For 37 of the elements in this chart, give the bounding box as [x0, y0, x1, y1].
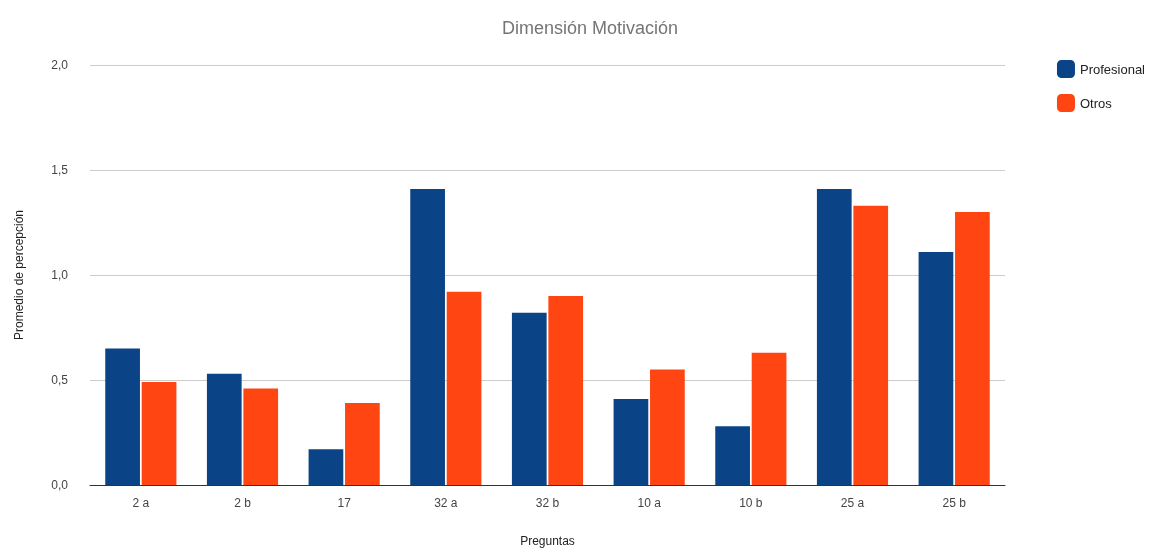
y-tick-label: 0,5: [51, 373, 69, 387]
bar: [410, 188, 445, 485]
bar: [548, 296, 584, 485]
x-tick-label: 2 a: [132, 496, 150, 510]
bar: [918, 251, 954, 485]
bar: [105, 348, 140, 485]
bar: [613, 398, 649, 485]
x-tick-label: 10 b: [739, 496, 763, 510]
y-tick-label: 1,0: [51, 268, 69, 282]
x-tick-label: 25 b: [942, 496, 967, 510]
bar: [446, 291, 482, 485]
legend-label: Otros: [1079, 95, 1113, 111]
bar: [751, 352, 787, 485]
bar: [345, 403, 380, 485]
bar: [141, 382, 177, 485]
x-tick-label: 2 b: [234, 496, 252, 510]
bar: [816, 188, 852, 485]
bar: [511, 312, 547, 485]
bar: [955, 212, 990, 485]
chart-title: Dimensión Motivación: [501, 18, 679, 38]
x-axis-title: Preguntas: [520, 534, 575, 548]
x-tick-label: 17: [337, 496, 352, 510]
bar: [243, 388, 279, 485]
y-tick-label: 2,0: [51, 58, 69, 72]
legend-label: Profesional: [1079, 61, 1146, 77]
x-tick-label: 10 a: [637, 496, 662, 510]
y-tick-label: 1,5: [51, 163, 69, 177]
y-axis-title: Promedio de percepción: [12, 209, 26, 341]
x-tick-label: 25 a: [840, 496, 865, 510]
bar: [206, 373, 242, 485]
bar: [853, 205, 889, 485]
x-tick-label: 32 a: [434, 496, 458, 510]
bar: [650, 369, 685, 485]
bar: [715, 426, 750, 485]
x-tick-label: 32 b: [535, 496, 560, 510]
y-tick-label: 0,0: [51, 478, 69, 492]
bar: [308, 449, 344, 485]
